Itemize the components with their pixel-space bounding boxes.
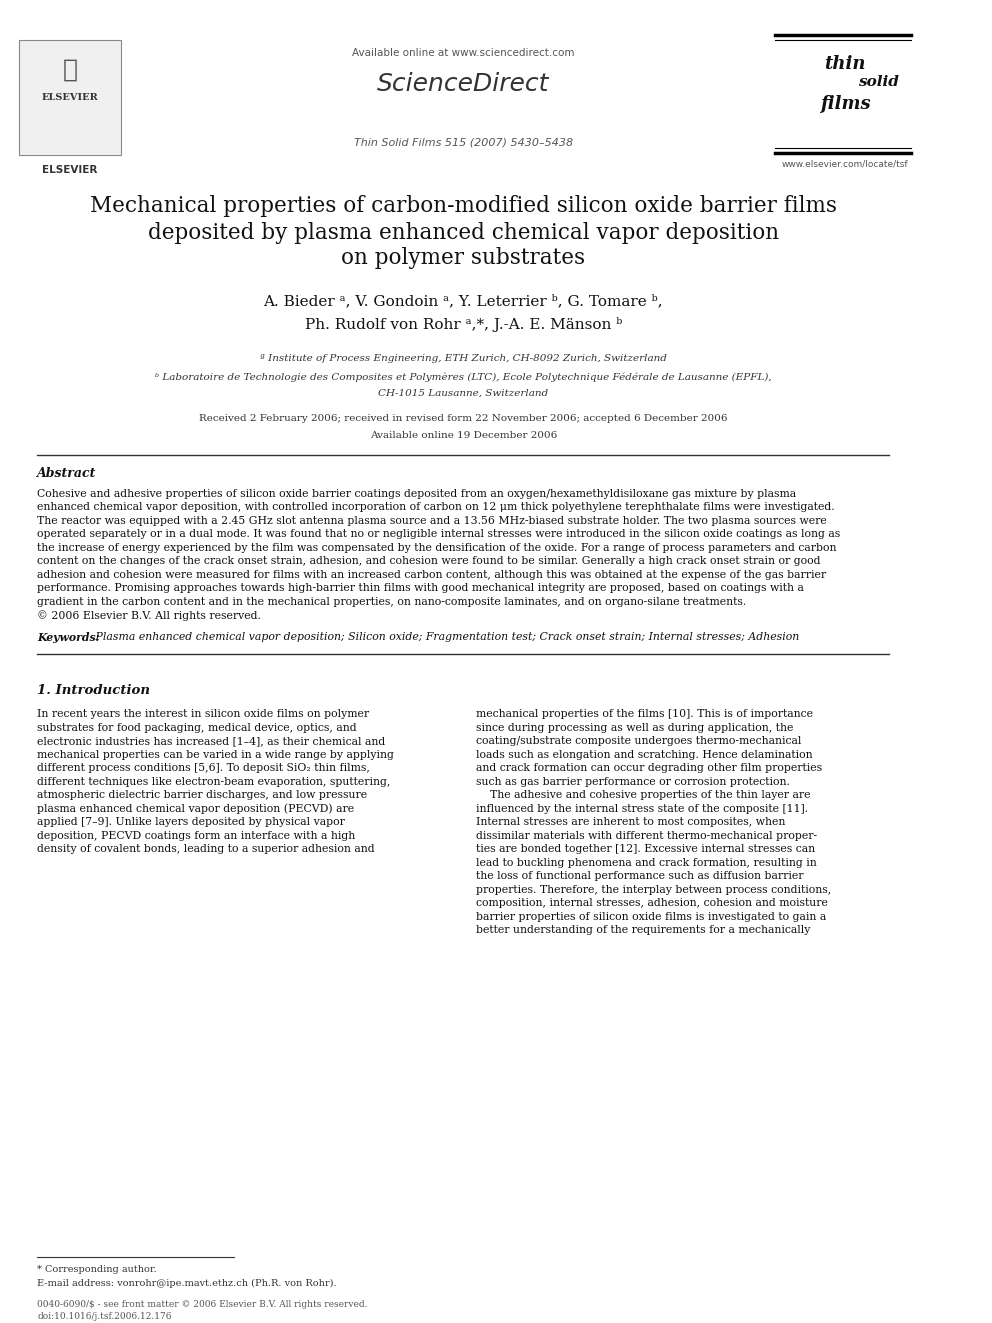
Text: films: films xyxy=(820,95,871,112)
Text: Abstract: Abstract xyxy=(38,467,97,480)
Text: lead to buckling phenomena and crack formation, resulting in: lead to buckling phenomena and crack for… xyxy=(476,857,817,868)
Text: density of covalent bonds, leading to a superior adhesion and: density of covalent bonds, leading to a … xyxy=(38,844,375,855)
Text: influenced by the internal stress state of the composite [11].: influenced by the internal stress state … xyxy=(476,804,808,814)
Text: Mechanical properties of carbon-modified silicon oxide barrier films: Mechanical properties of carbon-modified… xyxy=(89,194,837,217)
Text: Received 2 February 2006; received in revised form 22 November 2006; accepted 6 : Received 2 February 2006; received in re… xyxy=(199,414,727,423)
Text: applied [7–9]. Unlike layers deposited by physical vapor: applied [7–9]. Unlike layers deposited b… xyxy=(38,818,345,827)
Text: on polymer substrates: on polymer substrates xyxy=(341,247,585,270)
Text: the increase of energy experienced by the film was compensated by the densificat: the increase of energy experienced by th… xyxy=(38,542,837,553)
Text: Ph. Rudolf von Rohr ᵃ,*, J.-A. E. Mänson ᵇ: Ph. Rudolf von Rohr ᵃ,*, J.-A. E. Mänson… xyxy=(305,318,622,332)
Text: The adhesive and cohesive properties of the thin layer are: The adhesive and cohesive properties of … xyxy=(476,790,810,800)
Text: deposited by plasma enhanced chemical vapor deposition: deposited by plasma enhanced chemical va… xyxy=(148,221,779,243)
Text: different process conditions [5,6]. To deposit SiO₂ thin films,: different process conditions [5,6]. To d… xyxy=(38,763,370,774)
Text: ELSEVIER: ELSEVIER xyxy=(42,94,98,102)
Text: mechanical properties of the films [10]. This is of importance: mechanical properties of the films [10].… xyxy=(476,709,813,720)
Text: ᵇ Laboratoire de Technologie des Composites et Polymères (LTC), Ecole Polytechni: ᵇ Laboratoire de Technologie des Composi… xyxy=(155,372,772,382)
Text: 🌳: 🌳 xyxy=(62,58,77,82)
Text: deposition, PECVD coatings form an interface with a high: deposition, PECVD coatings form an inter… xyxy=(38,831,355,840)
Text: gradient in the carbon content and in the mechanical properties, on nano-composi: gradient in the carbon content and in th… xyxy=(38,597,747,607)
Text: E-mail address: vonrohr@ipe.mavt.ethz.ch (Ph.R. von Rohr).: E-mail address: vonrohr@ipe.mavt.ethz.ch… xyxy=(38,1279,337,1289)
Text: plasma enhanced chemical vapor deposition (PECVD) are: plasma enhanced chemical vapor depositio… xyxy=(38,804,354,815)
Text: In recent years the interest in silicon oxide films on polymer: In recent years the interest in silicon … xyxy=(38,709,369,720)
Text: ª Institute of Process Engineering, ETH Zurich, CH-8092 Zurich, Switzerland: ª Institute of Process Engineering, ETH … xyxy=(260,355,667,364)
Text: ScienceDirect: ScienceDirect xyxy=(377,71,550,95)
Text: electronic industries has increased [1–4], as their chemical and: electronic industries has increased [1–4… xyxy=(38,737,386,746)
Text: and crack formation can occur degrading other film properties: and crack formation can occur degrading … xyxy=(476,763,822,774)
Text: * Corresponding author.: * Corresponding author. xyxy=(38,1265,157,1274)
Text: 1. Introduction: 1. Introduction xyxy=(38,684,151,696)
Text: operated separately or in a dual mode. It was found that no or negligible intern: operated separately or in a dual mode. I… xyxy=(38,529,840,540)
Text: substrates for food packaging, medical device, optics, and: substrates for food packaging, medical d… xyxy=(38,722,357,733)
Text: atmospheric dielectric barrier discharges, and low pressure: atmospheric dielectric barrier discharge… xyxy=(38,790,367,800)
FancyBboxPatch shape xyxy=(775,30,911,149)
Text: such as gas barrier performance or corrosion protection.: such as gas barrier performance or corro… xyxy=(476,777,791,787)
Text: different techniques like electron-beam evaporation, sputtering,: different techniques like electron-beam … xyxy=(38,777,391,787)
Text: coating/substrate composite undergoes thermo-mechanical: coating/substrate composite undergoes th… xyxy=(476,737,802,746)
Text: Available online 19 December 2006: Available online 19 December 2006 xyxy=(370,431,557,441)
Text: Thin Solid Films 515 (2007) 5430–5438: Thin Solid Films 515 (2007) 5430–5438 xyxy=(354,138,572,148)
Text: A. Bieder ᵃ, V. Gondoin ᵃ, Y. Leterrier ᵇ, G. Tomare ᵇ,: A. Bieder ᵃ, V. Gondoin ᵃ, Y. Leterrier … xyxy=(264,294,663,308)
Text: dissimilar materials with different thermo-mechanical proper-: dissimilar materials with different ther… xyxy=(476,831,817,840)
Text: ELSEVIER: ELSEVIER xyxy=(43,164,98,175)
Text: Available online at www.sciencedirect.com: Available online at www.sciencedirect.co… xyxy=(352,48,574,58)
Text: adhesion and cohesion were measured for films with an increased carbon content, : adhesion and cohesion were measured for … xyxy=(38,570,826,579)
Text: properties. Therefore, the interplay between process conditions,: properties. Therefore, the interplay bet… xyxy=(476,885,831,894)
Text: www.elsevier.com/locate/tsf: www.elsevier.com/locate/tsf xyxy=(782,160,909,168)
Text: Internal stresses are inherent to most composites, when: Internal stresses are inherent to most c… xyxy=(476,818,786,827)
Text: Cohesive and adhesive properties of silicon oxide barrier coatings deposited fro: Cohesive and adhesive properties of sili… xyxy=(38,490,797,499)
Text: the loss of functional performance such as diffusion barrier: the loss of functional performance such … xyxy=(476,871,804,881)
Text: composition, internal stresses, adhesion, cohesion and moisture: composition, internal stresses, adhesion… xyxy=(476,898,828,908)
Text: © 2006 Elsevier B.V. All rights reserved.: © 2006 Elsevier B.V. All rights reserved… xyxy=(38,610,261,620)
Text: thin: thin xyxy=(824,54,866,73)
Text: barrier properties of silicon oxide films is investigated to gain a: barrier properties of silicon oxide film… xyxy=(476,912,826,922)
Text: loads such as elongation and scratching. Hence delamination: loads such as elongation and scratching.… xyxy=(476,750,813,759)
Text: The reactor was equipped with a 2.45 GHz slot antenna plasma source and a 13.56 : The reactor was equipped with a 2.45 GHz… xyxy=(38,516,827,525)
Text: mechanical properties can be varied in a wide range by applying: mechanical properties can be varied in a… xyxy=(38,750,394,759)
FancyBboxPatch shape xyxy=(19,40,121,155)
Text: enhanced chemical vapor deposition, with controlled incorporation of carbon on 1: enhanced chemical vapor deposition, with… xyxy=(38,503,835,512)
Text: CH-1015 Lausanne, Switzerland: CH-1015 Lausanne, Switzerland xyxy=(378,389,549,398)
Text: doi:10.1016/j.tsf.2006.12.176: doi:10.1016/j.tsf.2006.12.176 xyxy=(38,1312,172,1322)
Text: solid: solid xyxy=(857,75,899,89)
Text: Keywords:: Keywords: xyxy=(38,631,100,643)
Text: since during processing as well as during application, the: since during processing as well as durin… xyxy=(476,722,794,733)
Text: content on the changes of the crack onset strain, adhesion, and cohesion were fo: content on the changes of the crack onse… xyxy=(38,556,820,566)
Text: ties are bonded together [12]. Excessive internal stresses can: ties are bonded together [12]. Excessive… xyxy=(476,844,815,855)
Text: performance. Promising approaches towards high-barrier thin films with good mech: performance. Promising approaches toward… xyxy=(38,583,805,593)
Text: better understanding of the requirements for a mechanically: better understanding of the requirements… xyxy=(476,925,810,935)
Text: Plasma enhanced chemical vapor deposition; Silicon oxide; Fragmentation test; Cr: Plasma enhanced chemical vapor depositio… xyxy=(91,631,799,642)
Text: 0040-6090/$ - see front matter © 2006 Elsevier B.V. All rights reserved.: 0040-6090/$ - see front matter © 2006 El… xyxy=(38,1301,368,1310)
